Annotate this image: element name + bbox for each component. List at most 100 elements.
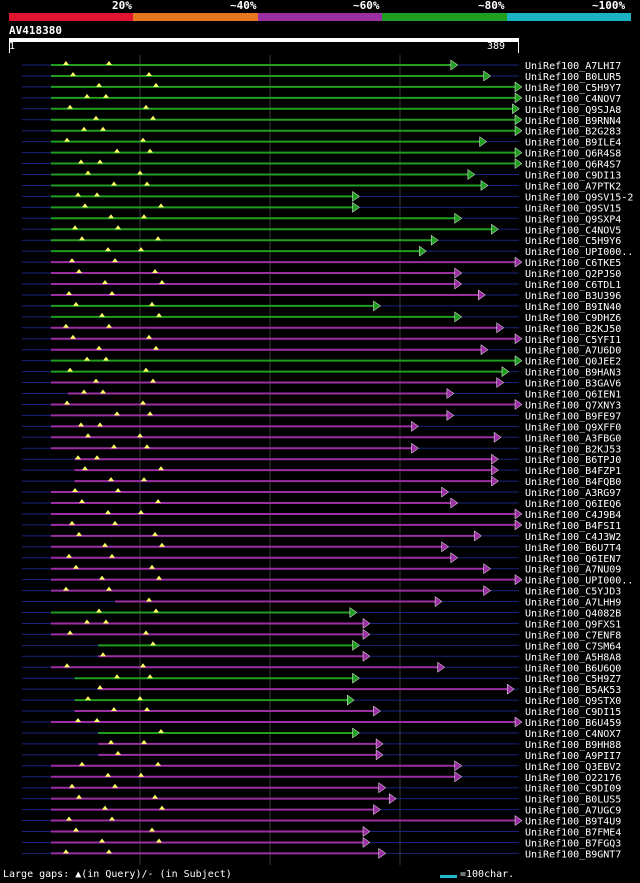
- gap-marker: [93, 115, 99, 120]
- gap-marker: [156, 838, 162, 843]
- gap-marker: [158, 203, 164, 208]
- gap-marker: [115, 225, 121, 230]
- hit-label: UniRef100_A7LHH9: [525, 598, 621, 609]
- gap-marker: [103, 356, 109, 361]
- hit-label: UniRef100_B9FE97: [525, 411, 621, 422]
- hit-arrow: [441, 486, 450, 498]
- gap-marker: [94, 718, 100, 722]
- gap-marker: [73, 827, 79, 832]
- hit-arrow: [514, 355, 523, 367]
- hit-label: UniRef100_B4FZP1: [525, 466, 621, 477]
- hit-arrow: [479, 136, 488, 148]
- hit-arrow: [454, 771, 463, 783]
- hit-label: UniRef100_Q9SJA8: [525, 105, 621, 116]
- hit-label: UniRef100_C9DHZ6: [525, 313, 621, 324]
- gap-marker: [106, 586, 112, 591]
- hit-arrow: [441, 541, 450, 553]
- gap-marker: [63, 323, 69, 328]
- gap-marker: [94, 455, 100, 460]
- hit-arrow: [514, 716, 523, 728]
- gap-marker: [67, 104, 73, 109]
- hit-label: UniRef100_B9RNN4: [525, 116, 621, 127]
- gap-marker: [97, 159, 103, 164]
- hit-label: UniRef100_B4FQB0: [525, 477, 621, 488]
- query-name: AV418380: [9, 24, 62, 37]
- gap-marker: [76, 531, 82, 536]
- gap-marker: [96, 345, 102, 350]
- hit-arrow: [362, 650, 371, 662]
- hit-label: UniRef100_C5YJD3: [525, 587, 621, 598]
- gap-marker: [100, 126, 106, 131]
- hit-label: UniRef100_C6TKE5: [525, 258, 621, 269]
- hit-label: UniRef100_B2KJ50: [525, 324, 621, 335]
- hit-label: UniRef100_Q9SXP4: [525, 214, 621, 225]
- hit-label: UniRef100_Q3EBV2: [525, 762, 621, 773]
- hit-label: UniRef100_B9GNT7: [525, 849, 621, 860]
- hit-label: UniRef100_Q9SV15: [525, 203, 621, 214]
- gap-marker: [159, 280, 165, 284]
- gap-marker: [66, 816, 72, 821]
- hit-arrow: [493, 431, 502, 443]
- hit-arrow: [378, 782, 387, 794]
- hit-arrow: [514, 92, 523, 104]
- hit-arrow: [514, 333, 523, 345]
- hit-arrow: [514, 519, 523, 531]
- gap-marker: [84, 619, 90, 624]
- gap-marker: [159, 805, 165, 810]
- hit-arrow: [454, 760, 463, 772]
- gap-marker: [158, 728, 164, 733]
- hit-arrow: [467, 169, 476, 180]
- gap-marker: [102, 805, 108, 810]
- gap-marker: [141, 477, 147, 482]
- gap-marker: [85, 170, 91, 175]
- hit-arrow: [373, 804, 381, 816]
- hit-label: UniRef100_C9DI13: [525, 171, 621, 182]
- hit-label: UniRef100_B9HH88: [525, 740, 621, 751]
- gap-marker: [115, 488, 121, 493]
- hit-label: UniRef100_A7PTK2: [525, 181, 621, 192]
- hit-label: UniRef100_B6U7T4: [525, 543, 621, 554]
- hit-arrow: [419, 245, 427, 257]
- hit-label: UniRef100_UPI000..: [525, 576, 633, 587]
- legend-labels: 20% ~40% ~60% ~80% ~100%: [0, 0, 640, 13]
- gap-marker: [79, 236, 85, 241]
- hit-arrow: [362, 628, 371, 640]
- gap-marker: [146, 334, 152, 339]
- gap-marker: [111, 181, 117, 186]
- hit-label: UniRef100_C4J9B4: [525, 510, 621, 521]
- gap-marker: [111, 444, 117, 449]
- hit-arrow: [506, 683, 515, 695]
- gap-marker: [152, 794, 158, 799]
- gap-marker: [115, 750, 121, 755]
- gap-marker: [140, 137, 146, 142]
- gap-marker: [112, 783, 118, 788]
- hit-label: UniRef100_C7ENF8: [525, 630, 621, 641]
- gap-marker: [78, 159, 84, 164]
- hit-label: UniRef100_C4J3W2: [525, 532, 621, 543]
- gap-marker: [75, 718, 81, 722]
- gap-marker: [149, 301, 155, 306]
- hit-arrow: [514, 158, 523, 170]
- hit-arrow: [480, 179, 489, 191]
- legend-label-60: ~60%: [353, 0, 380, 12]
- hit-arrow: [514, 256, 523, 268]
- hit-arrow: [378, 847, 387, 859]
- hit-label: UniRef100_B3GAV6: [525, 379, 621, 390]
- gap-marker: [155, 236, 161, 241]
- gap-marker: [108, 214, 114, 219]
- hit-arrow: [352, 727, 360, 739]
- gap-marker: [114, 674, 120, 679]
- identity-color-legend: [9, 13, 632, 21]
- gap-marker: [152, 269, 158, 274]
- alignment-plot: UniRef100_A7LHI7UniRef100_B0LUR5UniRef10…: [22, 55, 633, 865]
- query-start-tick: [9, 42, 10, 53]
- hit-arrow: [446, 388, 455, 399]
- query-end-label: 389: [487, 41, 506, 52]
- gap-marker: [66, 290, 72, 295]
- hit-label: UniRef100_A9PII7: [525, 751, 621, 762]
- hit-arrow: [388, 793, 397, 805]
- legend-label-100: ~100%: [592, 0, 626, 12]
- gap-marker: [106, 849, 112, 854]
- gap-marker: [143, 104, 149, 109]
- gap-marker: [99, 575, 105, 580]
